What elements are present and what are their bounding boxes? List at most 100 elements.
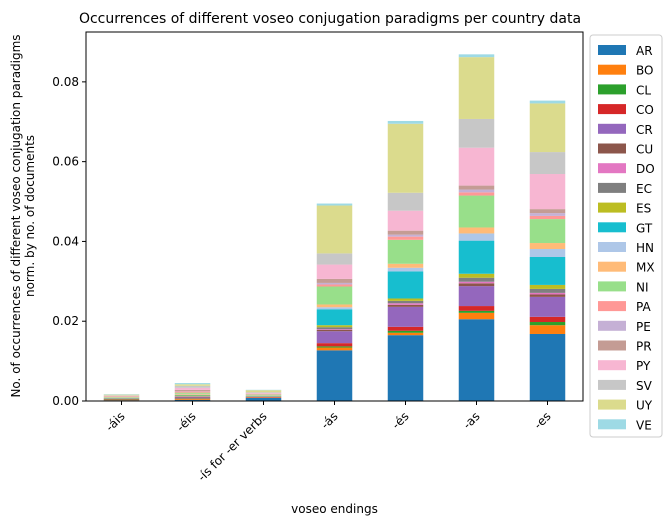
bar-segment-es-6 xyxy=(530,285,566,289)
legend-swatch-ni xyxy=(598,281,626,291)
bar-segment-cr-1 xyxy=(175,397,211,398)
legend-swatch-sv xyxy=(598,380,626,390)
bar-segment-bo-5 xyxy=(459,313,495,319)
bar-segment-bo-3 xyxy=(317,348,353,351)
y-tick-label: 0.08 xyxy=(52,75,79,89)
bar-segment-uy-0 xyxy=(104,395,140,396)
bar-segment-ve-5 xyxy=(459,54,495,57)
legend-label-bo: BO xyxy=(636,64,653,78)
bar-segment-mx-4 xyxy=(388,264,424,268)
bar-segment-py-2 xyxy=(246,393,282,394)
bar-segment-es-1 xyxy=(175,395,211,396)
bar-segment-pr-4 xyxy=(388,231,424,235)
legend-swatch-gt xyxy=(598,222,626,232)
legend-label-cu: CU xyxy=(636,143,653,157)
bar-segment-cr-5 xyxy=(459,286,495,306)
bar-segment-bo-6 xyxy=(530,325,566,334)
bar-segment-ar-4 xyxy=(388,335,424,401)
legend-label-gt: GT xyxy=(636,221,653,235)
legend-label-mx: MX xyxy=(636,261,655,275)
bar-segment-es-4 xyxy=(388,298,424,300)
x-tick-label: -áis xyxy=(103,409,128,434)
bar-segment-py-4 xyxy=(388,211,424,231)
bar-segment-do-3 xyxy=(317,329,353,330)
bar-segment-cl-3 xyxy=(317,346,353,347)
bar-segment-co-4 xyxy=(388,327,424,331)
bar-segment-ve-6 xyxy=(530,101,566,104)
legend-swatch-pe xyxy=(598,321,626,331)
legend-swatch-ar xyxy=(598,45,626,55)
bar-segment-do-4 xyxy=(388,303,424,305)
bar-segment-ve-4 xyxy=(388,121,424,124)
bar-segment-cu-5 xyxy=(459,283,495,286)
bar-segment-gt-6 xyxy=(530,257,566,285)
y-axis-label-line-1: No. of occurrences of different voseo co… xyxy=(9,34,23,397)
legend-swatch-pa xyxy=(598,301,626,311)
bar-segment-hn-3 xyxy=(317,307,353,309)
legend-label-pa: PA xyxy=(636,300,651,314)
bar-segment-pr-6 xyxy=(530,209,566,213)
legend-label-uy: UY xyxy=(636,399,653,413)
bar-segment-ni-6 xyxy=(530,219,566,243)
legend-label-do: DO xyxy=(636,162,655,176)
bar-segment-bo-4 xyxy=(388,333,424,335)
bar-segment-ec-3 xyxy=(317,327,353,329)
legend-swatch-co xyxy=(598,104,626,114)
x-tick-label: -és xyxy=(389,409,412,432)
legend-swatch-py xyxy=(598,360,626,370)
bar-segment-mx-3 xyxy=(317,304,353,307)
bar-segment-cl-5 xyxy=(459,311,495,313)
bar-segment-sv-3 xyxy=(317,253,353,264)
y-axis-label-line-2: norm. by no. of documents xyxy=(23,135,37,297)
legend-label-pe: PE xyxy=(636,320,651,334)
bar-segment-mx-1 xyxy=(175,394,211,395)
legend-label-cr: CR xyxy=(636,123,653,137)
bar-segment-uy-4 xyxy=(388,124,424,193)
bar-segment-cl-4 xyxy=(388,331,424,333)
bar-segment-bo-1 xyxy=(175,399,211,400)
bar-segment-ar-5 xyxy=(459,319,495,401)
y-tick-label: 0.06 xyxy=(52,155,79,169)
bar-segment-co-6 xyxy=(530,317,566,322)
bar-segment-gt-5 xyxy=(459,241,495,274)
legend-swatch-uy xyxy=(598,400,626,410)
bar-segment-sv-6 xyxy=(530,152,566,174)
bar-segment-hn-5 xyxy=(459,233,495,240)
x-axis: -áis-éis-ís for -er verbs-ás-és-as-es xyxy=(103,401,554,484)
bar-segment-co-5 xyxy=(459,306,495,311)
bar-segment-uy-1 xyxy=(175,384,211,386)
bar-segment-sv-4 xyxy=(388,193,424,211)
bar-segment-cu-6 xyxy=(530,294,566,296)
legend-swatch-es xyxy=(598,203,626,213)
x-tick-label: -es xyxy=(531,409,554,432)
bar-segment-ni-2 xyxy=(246,395,282,396)
legend-swatch-hn xyxy=(598,242,626,252)
bar-segment-py-1 xyxy=(175,388,211,390)
bar-segment-sv-2 xyxy=(246,392,282,393)
bar-segment-pa-3 xyxy=(317,285,353,287)
legend-label-py: PY xyxy=(636,359,651,373)
bar-segment-hn-6 xyxy=(530,249,566,257)
bar-segment-ni-4 xyxy=(388,240,424,264)
bar-segment-pe-5 xyxy=(459,190,495,193)
legend-swatch-mx xyxy=(598,262,626,272)
bar-segment-pe-4 xyxy=(388,235,424,237)
legend-frame xyxy=(590,35,662,437)
bar-segment-ni-1 xyxy=(175,393,211,394)
bar-segment-co-3 xyxy=(317,343,353,346)
bar-segment-cr-3 xyxy=(317,331,353,343)
legend-swatch-pr xyxy=(598,341,626,351)
bar-segment-sv-1 xyxy=(175,386,211,388)
bar-segment-uy-2 xyxy=(246,390,282,392)
bar-segment-pa-4 xyxy=(388,237,424,240)
legend-label-hn: HN xyxy=(636,241,654,255)
y-tick-label: 0.04 xyxy=(52,234,79,248)
legend-swatch-ve xyxy=(598,419,626,429)
bar-segment-mx-5 xyxy=(459,227,495,233)
bar-segment-pa-6 xyxy=(530,216,566,219)
bar-segment-ve-3 xyxy=(317,204,353,206)
bar-segment-mx-6 xyxy=(530,243,566,249)
y-tick-label: 0.02 xyxy=(52,314,79,328)
